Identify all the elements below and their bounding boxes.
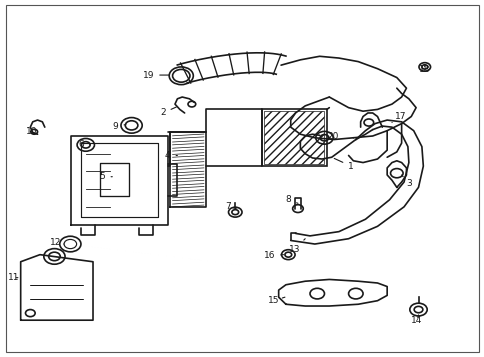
- Text: 2: 2: [160, 107, 176, 117]
- Text: 5: 5: [100, 172, 112, 181]
- Text: 11: 11: [8, 273, 19, 282]
- Text: 12: 12: [49, 238, 64, 247]
- Text: 16: 16: [263, 251, 283, 260]
- Text: 7: 7: [225, 202, 236, 211]
- Text: 15: 15: [268, 296, 284, 305]
- Text: 9: 9: [113, 122, 125, 131]
- Text: 3: 3: [401, 175, 411, 188]
- Text: 19: 19: [142, 71, 168, 80]
- Text: 18: 18: [418, 65, 430, 74]
- Text: 17: 17: [391, 112, 406, 122]
- Text: 6: 6: [78, 140, 90, 149]
- Text: 8: 8: [285, 195, 297, 204]
- Text: 20: 20: [327, 132, 338, 141]
- Bar: [261, 110, 326, 166]
- Text: 10: 10: [26, 127, 37, 136]
- Text: 13: 13: [288, 239, 304, 254]
- Text: 4: 4: [165, 151, 177, 160]
- Text: 14: 14: [410, 315, 422, 325]
- Text: 1: 1: [333, 159, 353, 171]
